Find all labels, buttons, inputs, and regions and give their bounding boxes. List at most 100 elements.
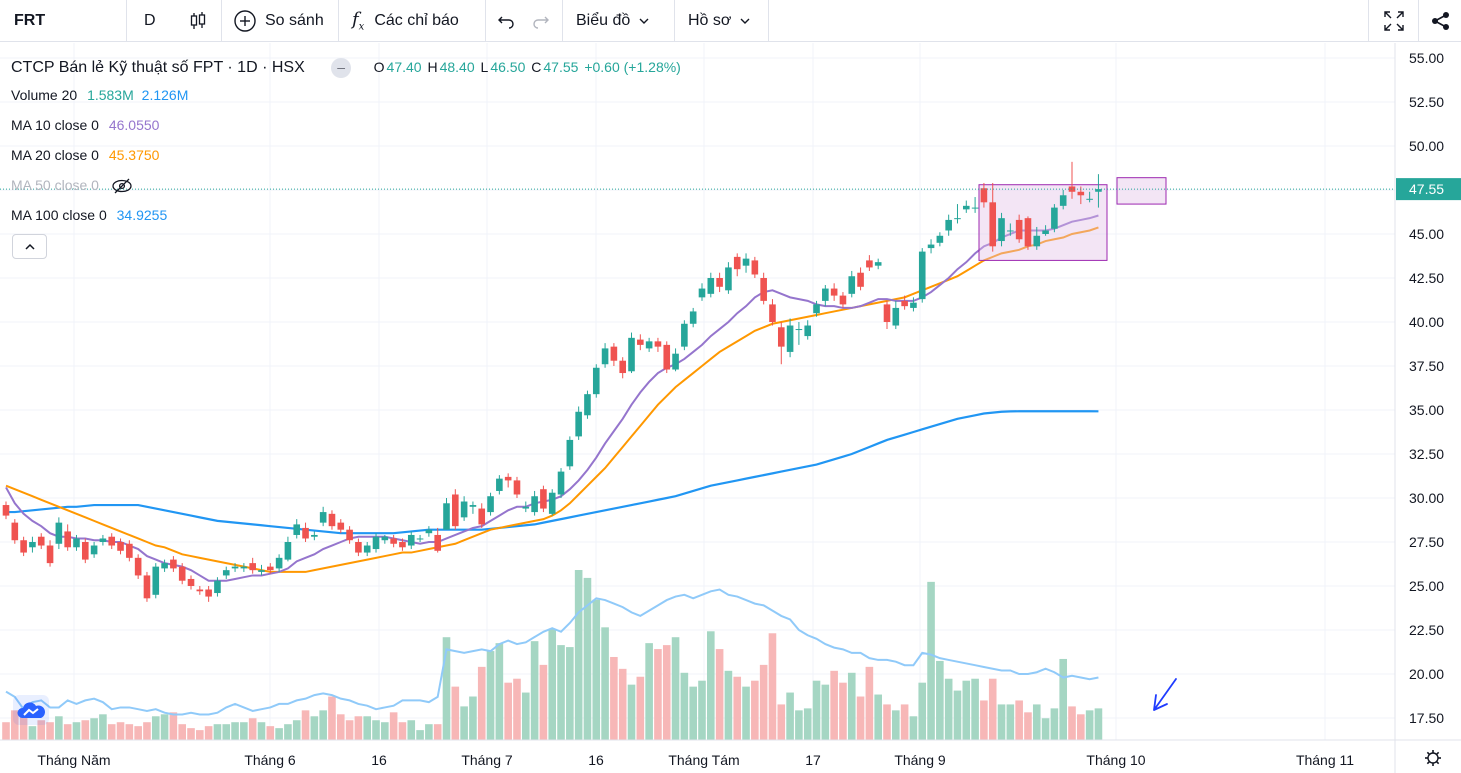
compare-button[interactable]: So sánh xyxy=(233,0,324,42)
volume-label: Volume 20 xyxy=(11,87,78,103)
low-label: L xyxy=(480,59,489,76)
candle xyxy=(751,256,759,278)
candle xyxy=(381,534,389,544)
candle-body xyxy=(760,278,767,301)
candle-body xyxy=(681,323,688,347)
indicators-button[interactable]: fx Các chỉ báo xyxy=(352,0,459,42)
ma10-label: MA 10 close 0 xyxy=(11,117,99,133)
volume-bar xyxy=(213,724,222,740)
candle xyxy=(954,204,961,224)
volume-bar xyxy=(539,664,548,740)
volume-bar xyxy=(1006,704,1015,740)
ohlc-values: O 47.40 H 48.40 L 46.50 C 47.55 +0.60 (+1.28… xyxy=(374,59,683,75)
candle xyxy=(302,522,309,542)
ma20-legend[interactable]: MA 20 close 0 45.3750 xyxy=(11,147,159,163)
volume-bar xyxy=(795,710,803,740)
candle xyxy=(478,503,486,528)
candle xyxy=(293,519,301,539)
candle-body xyxy=(1086,198,1093,200)
candle xyxy=(830,283,838,301)
y-tick-label: 37.50 xyxy=(1409,358,1444,374)
volume-bar xyxy=(786,692,794,740)
tradingview-logo[interactable] xyxy=(13,695,49,725)
candle-style-button[interactable] xyxy=(188,0,208,42)
candle xyxy=(407,531,415,550)
gear-tooth xyxy=(1426,751,1431,756)
fullscreen-button[interactable] xyxy=(1383,0,1405,42)
chevron-down-icon xyxy=(639,18,649,24)
candle-body xyxy=(275,557,283,569)
candle-body xyxy=(407,534,415,546)
x-tick-label: 16 xyxy=(588,752,604,768)
volume-bar xyxy=(988,678,997,740)
candle xyxy=(548,489,556,516)
candle-body xyxy=(892,307,900,326)
candle xyxy=(504,473,512,488)
candle-body xyxy=(672,353,679,370)
candle-body xyxy=(161,563,168,569)
candle-body xyxy=(689,311,697,324)
candle xyxy=(566,436,574,470)
candle-body xyxy=(311,534,318,537)
volume-bar xyxy=(143,722,151,740)
volume-bar xyxy=(900,704,909,740)
x-tick-label: Tháng Tám xyxy=(668,752,739,768)
candle-body xyxy=(1024,218,1032,247)
profile-dropdown[interactable]: Hồ sơ xyxy=(688,0,751,42)
candle-body xyxy=(989,202,997,247)
candle xyxy=(231,563,239,572)
chart-type-dropdown[interactable]: Biểu đồ xyxy=(576,0,650,42)
volume-bar xyxy=(936,660,944,740)
candle-body xyxy=(619,360,626,374)
ma100-legend[interactable]: MA 100 close 0 34.9255 xyxy=(11,207,167,223)
collapse-legend-button[interactable] xyxy=(12,234,47,259)
volume-bar xyxy=(1015,700,1023,740)
profile-label: Hồ sơ xyxy=(688,12,732,29)
volume-bar xyxy=(918,682,927,740)
candle xyxy=(777,322,785,365)
interval-button[interactable]: D xyxy=(144,0,156,42)
volume-bar xyxy=(336,714,345,740)
volume-bar xyxy=(319,710,327,740)
candle-body xyxy=(513,480,521,495)
ma50-legend[interactable]: MA 50 close 0 xyxy=(11,177,133,194)
candle xyxy=(707,272,715,298)
close-label: C xyxy=(531,59,542,76)
share-button[interactable] xyxy=(1431,0,1451,42)
candle xyxy=(46,540,54,567)
candle xyxy=(883,300,891,330)
candle-body xyxy=(927,244,935,249)
symbol-search[interactable]: FRT xyxy=(14,0,45,42)
candle xyxy=(434,527,441,553)
hidden-eye-icon[interactable] xyxy=(111,178,133,194)
volume-bar xyxy=(495,643,504,740)
candle xyxy=(1015,214,1023,243)
candle-body xyxy=(1059,195,1067,206)
volume-bar xyxy=(566,647,574,740)
candle xyxy=(20,536,27,557)
volume-bar xyxy=(521,692,530,740)
price-chart[interactable]: 55.0052.5050.0047.5045.0042.5040.0037.50… xyxy=(0,43,1461,773)
candle xyxy=(619,357,626,379)
candle-body xyxy=(874,262,882,266)
hide-legend-icon[interactable]: – xyxy=(331,58,352,78)
candle-body xyxy=(478,508,486,525)
volume-bar xyxy=(662,645,671,740)
undo-button[interactable] xyxy=(497,0,515,42)
volume-bar xyxy=(927,581,935,740)
ma10-legend[interactable]: MA 10 close 0 46.0550 xyxy=(11,117,159,133)
candle xyxy=(901,295,908,310)
candle xyxy=(108,533,116,550)
volume-bar xyxy=(116,722,125,740)
candle-body xyxy=(786,325,794,352)
y-tick-label: 55.00 xyxy=(1409,50,1444,66)
volume-bar xyxy=(381,722,389,740)
settings-gear-icon[interactable] xyxy=(1425,750,1441,766)
toolbar-divider xyxy=(562,0,563,42)
redo-button[interactable] xyxy=(532,0,550,42)
candle-body xyxy=(302,527,309,539)
candle-body xyxy=(134,557,142,576)
volume-bar xyxy=(1094,708,1103,740)
volume-legend[interactable]: Volume 20 1.583M 2.126M xyxy=(11,87,188,103)
candle xyxy=(610,343,618,366)
